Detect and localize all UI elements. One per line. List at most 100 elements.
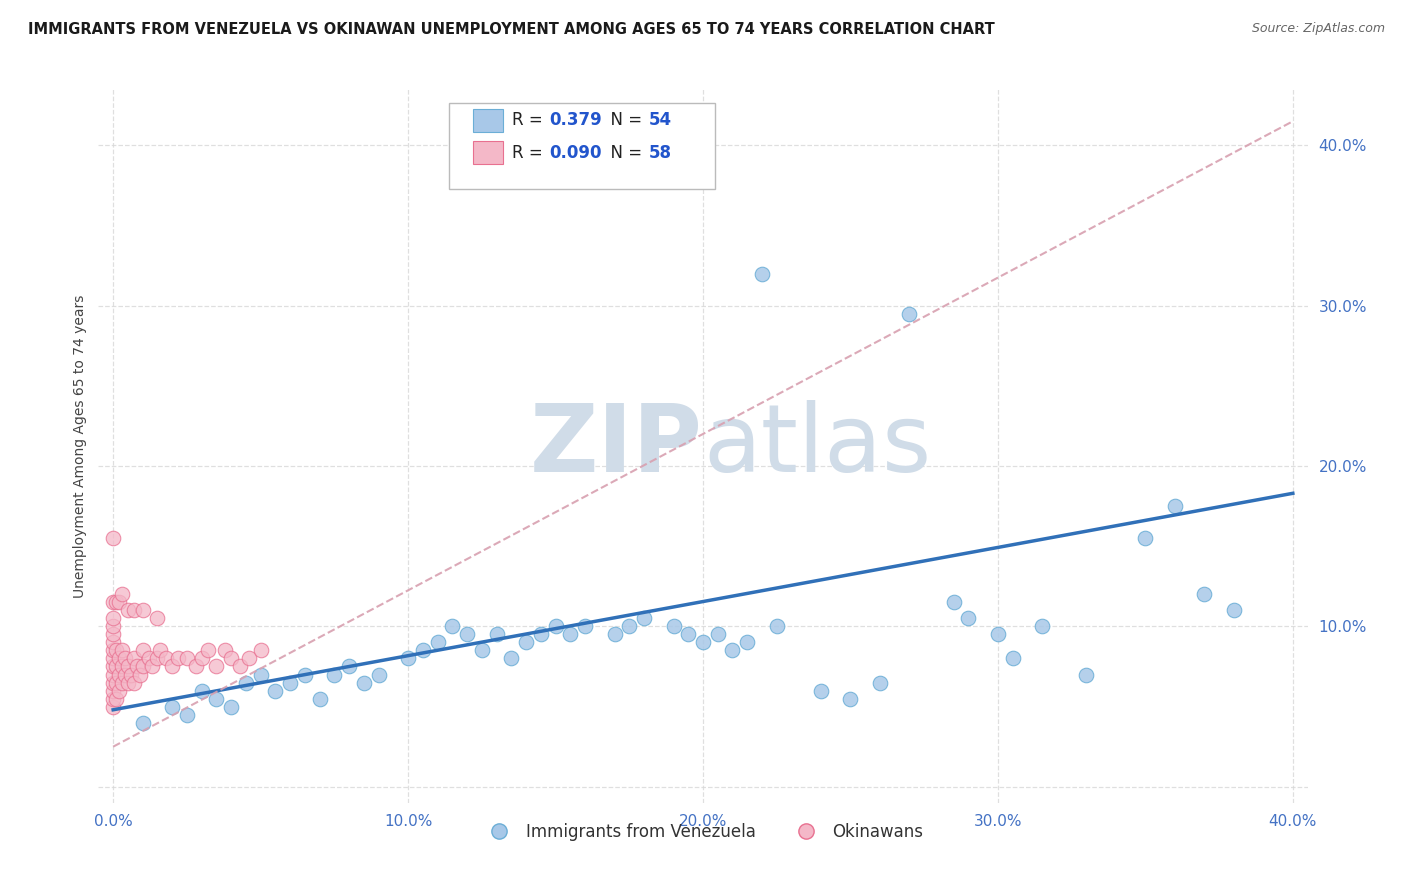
Point bbox=[111, 643, 134, 657]
Point bbox=[101, 667, 124, 681]
Point bbox=[122, 651, 145, 665]
Point bbox=[101, 531, 124, 545]
Text: 54: 54 bbox=[648, 111, 672, 128]
Point bbox=[101, 651, 124, 665]
Point bbox=[105, 675, 128, 690]
Point bbox=[160, 699, 183, 714]
Point bbox=[131, 659, 153, 673]
Point bbox=[101, 683, 124, 698]
Point bbox=[160, 659, 183, 673]
Point bbox=[101, 595, 124, 609]
Point bbox=[530, 627, 553, 641]
Point bbox=[1031, 619, 1053, 633]
Point bbox=[987, 627, 1010, 641]
Point bbox=[105, 595, 128, 609]
Point bbox=[138, 651, 160, 665]
Legend: Immigrants from Venezuela, Okinawans: Immigrants from Venezuela, Okinawans bbox=[475, 817, 931, 848]
Point bbox=[205, 691, 228, 706]
Text: IMMIGRANTS FROM VENEZUELA VS OKINAWAN UNEMPLOYMENT AMONG AGES 65 TO 74 YEARS COR: IMMIGRANTS FROM VENEZUELA VS OKINAWAN UN… bbox=[28, 22, 995, 37]
Point bbox=[441, 619, 464, 633]
FancyBboxPatch shape bbox=[474, 109, 503, 132]
Point bbox=[108, 651, 131, 665]
Point bbox=[662, 619, 685, 633]
Point bbox=[117, 675, 139, 690]
Point bbox=[167, 651, 190, 665]
Point bbox=[678, 627, 700, 641]
Point bbox=[485, 627, 508, 641]
Point bbox=[122, 603, 145, 617]
Point bbox=[633, 611, 655, 625]
Point bbox=[396, 651, 419, 665]
Point bbox=[108, 595, 131, 609]
Point bbox=[105, 659, 128, 673]
Point bbox=[117, 659, 139, 673]
Point bbox=[111, 659, 134, 673]
Point bbox=[111, 587, 134, 601]
Point bbox=[125, 659, 148, 673]
Point bbox=[114, 651, 136, 665]
Point bbox=[205, 659, 228, 673]
Point bbox=[219, 699, 242, 714]
Point bbox=[101, 699, 124, 714]
FancyBboxPatch shape bbox=[474, 141, 503, 164]
Text: 58: 58 bbox=[648, 144, 672, 161]
Point bbox=[353, 675, 375, 690]
Point bbox=[131, 643, 153, 657]
Point bbox=[238, 651, 260, 665]
Point bbox=[249, 643, 271, 657]
Text: ZIP: ZIP bbox=[530, 400, 703, 492]
Point bbox=[190, 651, 212, 665]
Point bbox=[337, 659, 360, 673]
Point bbox=[219, 651, 242, 665]
Point bbox=[412, 643, 434, 657]
Point bbox=[501, 651, 523, 665]
Point bbox=[184, 659, 207, 673]
Point bbox=[176, 651, 198, 665]
Point bbox=[101, 619, 124, 633]
Point bbox=[810, 683, 832, 698]
Point bbox=[146, 611, 169, 625]
Point bbox=[120, 667, 142, 681]
Point bbox=[105, 643, 128, 657]
Point bbox=[114, 667, 136, 681]
Point bbox=[1076, 667, 1098, 681]
Point bbox=[101, 659, 124, 673]
Point bbox=[101, 643, 124, 657]
Point bbox=[957, 611, 980, 625]
Point bbox=[108, 667, 131, 681]
Point bbox=[574, 619, 596, 633]
Point bbox=[141, 659, 163, 673]
Point bbox=[1223, 603, 1246, 617]
Point bbox=[751, 267, 773, 281]
Text: atlas: atlas bbox=[703, 400, 931, 492]
Point bbox=[323, 667, 346, 681]
Point bbox=[264, 683, 287, 698]
Point bbox=[308, 691, 330, 706]
Text: R =: R = bbox=[512, 144, 548, 161]
Point bbox=[108, 683, 131, 698]
Point bbox=[101, 627, 124, 641]
Point bbox=[1164, 499, 1187, 513]
Point bbox=[560, 627, 582, 641]
Point bbox=[229, 659, 252, 673]
Point bbox=[149, 643, 172, 657]
Point bbox=[101, 611, 124, 625]
Point bbox=[544, 619, 567, 633]
Point bbox=[214, 643, 236, 657]
Point bbox=[692, 635, 714, 649]
Text: N =: N = bbox=[600, 144, 648, 161]
Point bbox=[869, 675, 891, 690]
Point bbox=[839, 691, 862, 706]
Point bbox=[1194, 587, 1216, 601]
Point bbox=[101, 691, 124, 706]
Point bbox=[128, 667, 150, 681]
Point bbox=[942, 595, 965, 609]
Point bbox=[603, 627, 626, 641]
Point bbox=[515, 635, 537, 649]
Point bbox=[367, 667, 389, 681]
Point bbox=[190, 683, 212, 698]
Point bbox=[111, 675, 134, 690]
Point bbox=[765, 619, 787, 633]
Point bbox=[105, 691, 128, 706]
Point bbox=[122, 675, 145, 690]
